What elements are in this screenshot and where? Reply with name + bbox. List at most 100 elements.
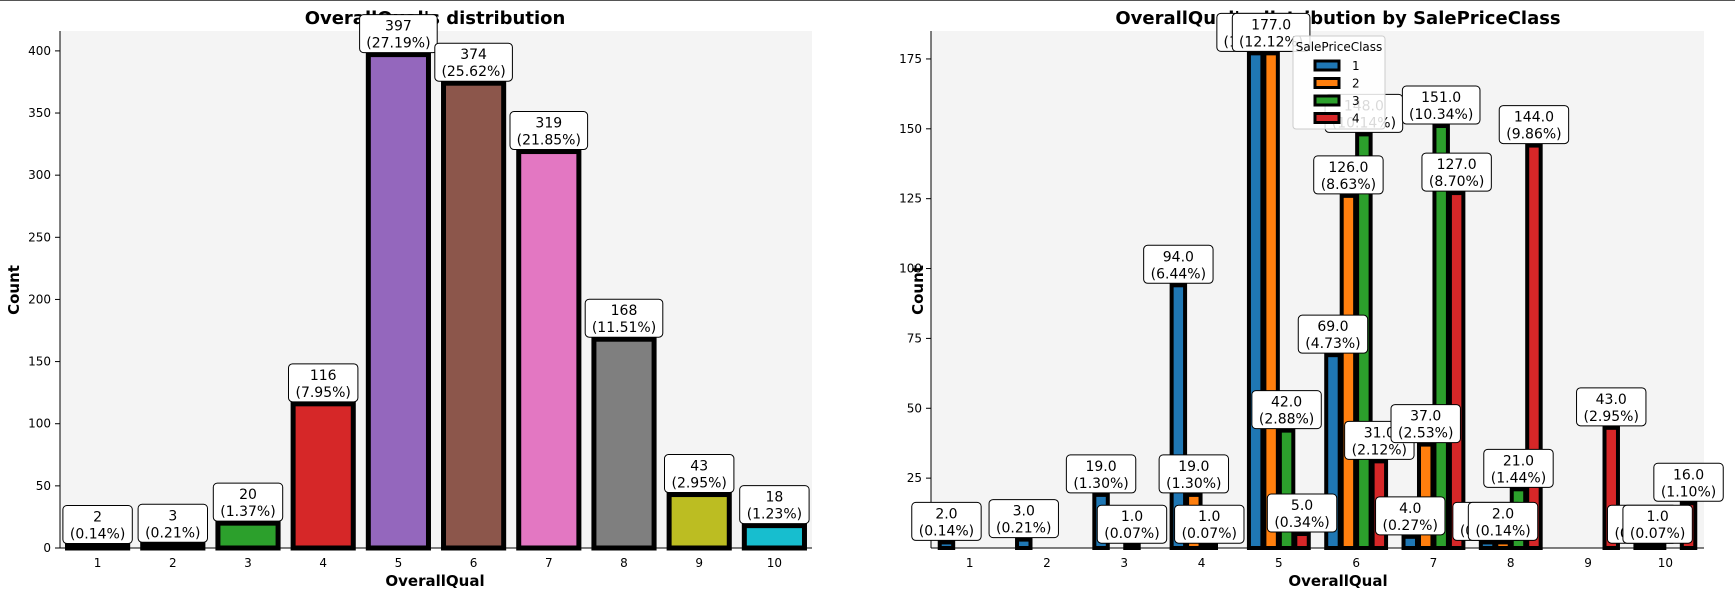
data-label-qual-7: 319 (21.85%) xyxy=(509,111,589,151)
data-label-line: (6.44%) xyxy=(1151,266,1206,282)
data-label-text: 16.0 (1.10%) xyxy=(1661,467,1716,500)
chart-left: OverallQual's distribution OverallQual C… xyxy=(5,8,812,590)
bar-qual-4 xyxy=(290,401,356,551)
data-label-qual-3-class-1: 19.0 (1.30%) xyxy=(1065,454,1137,494)
data-label-line: 5.0 xyxy=(1291,498,1313,514)
chart-left-xlabel: OverallQual xyxy=(385,572,484,590)
data-label-line: 20 xyxy=(239,487,257,503)
y-tick-label: 200 xyxy=(28,292,51,306)
y-tick-label: 50 xyxy=(36,479,51,493)
bar-qual-5-class-1 xyxy=(1246,51,1265,551)
data-label-line: 31.0 xyxy=(1364,425,1395,441)
data-label-qual-5: 397 (27.19%) xyxy=(359,14,438,54)
bar-qual-7 xyxy=(516,149,582,551)
x-tick-label: 7 xyxy=(545,556,553,570)
data-label-text: 127.0 (8.70%) xyxy=(1429,157,1484,190)
data-label-box xyxy=(1065,454,1137,494)
data-label-qual-4-class-2: 19.0 (1.30%) xyxy=(1158,454,1230,494)
x-tick-label: 7 xyxy=(1430,556,1438,570)
data-label-text: 168 (11.51%) xyxy=(592,303,656,336)
data-label-line: 2.0 xyxy=(1492,506,1514,522)
data-label-qual-2-class-1: 3.0 (0.21%) xyxy=(988,499,1059,539)
bar-qual-8 xyxy=(591,336,657,551)
y-tick-label: 75 xyxy=(907,331,922,345)
data-label-box xyxy=(1313,155,1384,195)
data-label-text: 21.0 (1.44%) xyxy=(1491,453,1546,486)
data-label-line: (27.19%) xyxy=(366,36,430,52)
data-label-text: 4.0 (0.27%) xyxy=(1383,501,1438,534)
data-label-qual-7-class-4: 127.0 (8.70%) xyxy=(1421,152,1492,192)
data-label-box xyxy=(434,42,513,82)
data-label-text: 3 (0.21%) xyxy=(145,508,200,541)
x-tick-label: 9 xyxy=(1584,556,1592,570)
data-label-text: 5.0 (0.34%) xyxy=(1274,498,1329,531)
data-label-text: 126.0 (8.63%) xyxy=(1321,160,1376,193)
data-label-text: 37.0 (2.53%) xyxy=(1398,409,1453,442)
data-label-qual-5-class-3: 42.0 (2.88%) xyxy=(1251,390,1322,430)
data-label-line: (1.30%) xyxy=(1166,476,1221,492)
x-tick-label: 2 xyxy=(169,556,177,570)
data-label-line: (1.44%) xyxy=(1491,470,1546,486)
data-label-qual-4-class-3: 1.0 (0.07%) xyxy=(1174,504,1245,544)
data-label-line: 2 xyxy=(93,510,102,526)
x-tick-label: 2 xyxy=(1043,556,1051,570)
data-label-qual-5-class-4: 5.0 (0.34%) xyxy=(1266,493,1338,533)
data-label-text: 319 (21.85%) xyxy=(517,116,581,149)
chart-left-ylabel: Count xyxy=(5,265,23,315)
data-label-qual-1-class-1: 2.0 (0.14%) xyxy=(911,501,982,541)
chart-right: OverallQual's distribution by SalePriceC… xyxy=(899,8,1724,590)
data-label-line: (9.86%) xyxy=(1506,127,1561,143)
data-label-line: (2.53%) xyxy=(1398,426,1453,442)
y-tick-label: 400 xyxy=(28,44,51,58)
data-label-text: 397 (27.19%) xyxy=(366,19,430,52)
bar-qual-5-class-4 xyxy=(1293,532,1311,551)
bar-qual-8-class-1 xyxy=(1478,540,1497,551)
data-label-box xyxy=(1266,493,1338,533)
data-label-qual-8-class-4: 144.0 (9.86%) xyxy=(1498,105,1570,145)
data-label-box xyxy=(1483,448,1554,488)
data-label-text: 43 (2.95%) xyxy=(671,459,726,492)
bar-qual-2 xyxy=(140,541,206,551)
data-label-text: 3.0 (0.21%) xyxy=(996,504,1051,537)
data-label-line: 116 xyxy=(310,368,337,384)
data-label-qual-9: 43 (2.95%) xyxy=(664,454,735,494)
y-tick-label: 25 xyxy=(907,471,922,485)
bar-qual-1-class-1 xyxy=(937,540,956,551)
data-label-line: (7.95%) xyxy=(295,385,350,401)
data-label-box xyxy=(988,499,1059,539)
data-label-qual-5-class-2: 177.0 (12.12%) xyxy=(1231,12,1311,52)
data-label-box xyxy=(62,505,133,545)
data-label-line: (0.14%) xyxy=(70,527,125,543)
data-label-line: 4.0 xyxy=(1399,501,1421,517)
data-label-text: 116 (7.95%) xyxy=(295,368,350,401)
data-label-qual-8-class-2: 2.0 (0.14%) xyxy=(1467,501,1539,541)
data-label-box xyxy=(1576,387,1647,427)
legend-swatch-2 xyxy=(1313,77,1341,89)
data-label-text: 374 (25.62%) xyxy=(441,47,505,80)
bar-qual-7-class-1 xyxy=(1401,534,1419,550)
data-label-line: 37.0 xyxy=(1410,409,1441,425)
data-label-line: (2.95%) xyxy=(1584,409,1639,425)
data-label-text: 1.0(0.07%) xyxy=(1182,509,1237,542)
data-label-line: (11.51%) xyxy=(592,320,656,336)
data-label-line: 42.0 xyxy=(1271,395,1302,411)
bar-qual-5-class-2 xyxy=(1262,51,1280,551)
data-label-qual-10-class-4: 16.0 (1.10%) xyxy=(1653,462,1724,502)
data-label-line: (0.07%) xyxy=(1104,526,1159,542)
data-label-line: 43.0 xyxy=(1596,392,1627,408)
data-label-line: 18 xyxy=(765,490,783,506)
data-label-text: 19.0 (1.30%) xyxy=(1073,459,1128,492)
data-label-line: (0.21%) xyxy=(996,521,1051,537)
top-border-line xyxy=(0,0,1735,1)
data-label-line: 19.0 xyxy=(1085,459,1116,475)
data-label-text: 1.0(0.07%) xyxy=(1104,509,1159,542)
bar-qual-5 xyxy=(365,52,431,551)
data-label-qual-6: 374 (25.62%) xyxy=(434,42,513,82)
data-label-line: 1.0 xyxy=(1646,509,1668,525)
chart-right-ylabel: Count xyxy=(909,265,927,315)
data-label-line: (8.70%) xyxy=(1429,174,1484,190)
y-tick-label: 350 xyxy=(28,106,51,120)
data-label-box xyxy=(1390,404,1461,444)
data-label-box xyxy=(1401,85,1481,125)
